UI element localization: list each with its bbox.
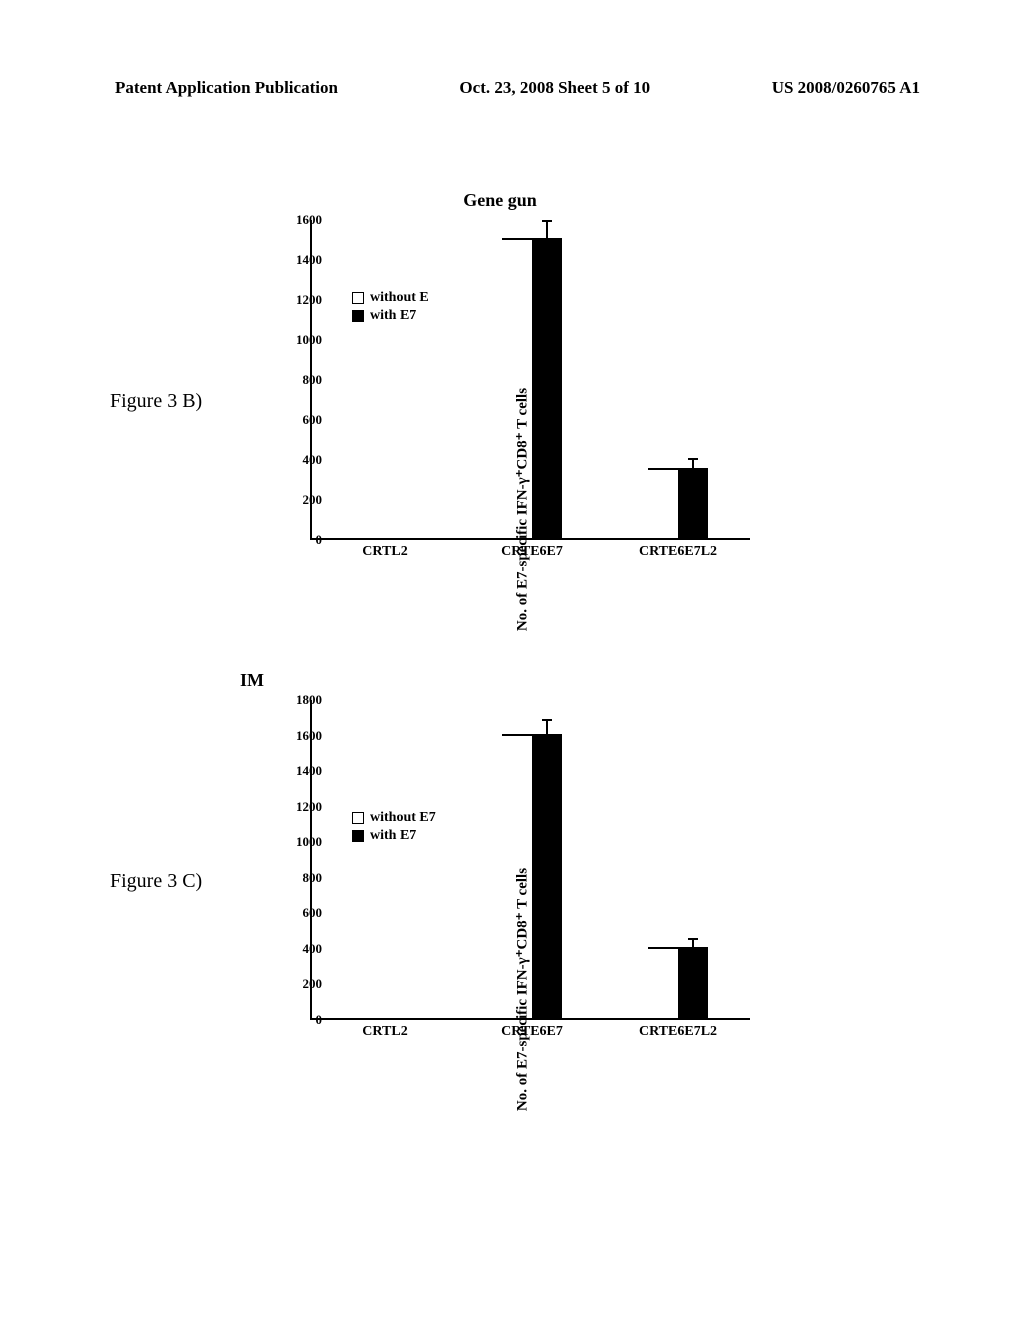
legend-3c: without E7 with E7	[352, 810, 436, 846]
bar-group-crte6e7l2	[648, 468, 708, 538]
plot-area-3c: without E7 with E7	[310, 700, 750, 1020]
xtick-crte6e7l2: CRTE6E7L2	[639, 544, 717, 560]
header-right: US 2008/0260765 A1	[772, 78, 920, 98]
bar-c-crte6e7-without	[502, 734, 532, 736]
bar-c-crte6e7l2-with	[678, 947, 708, 1018]
bar-crte6e7l2-without	[648, 468, 678, 470]
bar-group-crte6e7	[502, 238, 562, 538]
plot-area-3b: without E with E7	[310, 220, 750, 540]
error-cap-crte6e7	[542, 220, 552, 222]
chart-3b-title: Gene gun	[230, 190, 770, 211]
bar-group-c-crte6e7	[502, 734, 562, 1018]
legend-label-without: without E	[370, 290, 429, 306]
figure-3b: Figure 3 B) Gene gun No. of E7-specific …	[110, 190, 910, 590]
error-c-crte6e7l2	[692, 940, 694, 947]
error-cap-c-crte6e7l2	[688, 938, 698, 940]
bar-crte6e7-without	[502, 238, 532, 240]
header-left: Patent Application Publication	[115, 78, 338, 98]
legend-item-c-with: with E7	[352, 828, 436, 844]
bar-crte6e7l2-with	[678, 468, 708, 538]
bar-crte6e7-with	[532, 238, 562, 538]
error-crte6e7l2	[692, 460, 694, 468]
legend-label-c-without: without E7	[370, 810, 436, 826]
bar-c-crte6e7-with	[532, 734, 562, 1018]
chart-3b: Gene gun No. of E7-specific IFN-γ⁺CD8⁺ T…	[230, 190, 770, 590]
xtick-crtl2: CRTL2	[362, 544, 407, 560]
error-crte6e7	[546, 222, 548, 238]
legend-3b: without E with E7	[352, 290, 429, 326]
chart-3c-title: IM	[230, 670, 770, 691]
error-cap-c-crte6e7	[542, 719, 552, 721]
figure-3c: Figure 3 C) IM No. of E7-specific IFN-γ⁺…	[110, 670, 910, 1070]
xtick-c-crte6e7l2: CRTE6E7L2	[639, 1024, 717, 1040]
xtick-c-crtl2: CRTL2	[362, 1024, 407, 1040]
legend-swatch-white	[352, 292, 364, 304]
legend-label-with: with E7	[370, 308, 416, 324]
figure-3b-label: Figure 3 B)	[110, 190, 230, 413]
legend-label-c-with: with E7	[370, 828, 416, 844]
error-c-crte6e7	[546, 721, 548, 733]
xtick-crte6e7: CRTE6E7	[501, 544, 563, 560]
content-area: Figure 3 B) Gene gun No. of E7-specific …	[110, 190, 910, 1150]
header-center: Oct. 23, 2008 Sheet 5 of 10	[459, 78, 650, 98]
error-cap-crte6e7l2	[688, 458, 698, 460]
bar-group-c-crte6e7l2	[648, 947, 708, 1018]
xtick-c-crte6e7: CRTE6E7	[501, 1024, 563, 1040]
chart-3c: IM No. of E7-specific IFN-γ⁺CD8⁺ T cells…	[230, 670, 770, 1070]
legend-swatch-black	[352, 310, 364, 322]
legend-swatch-c-white	[352, 812, 364, 824]
bar-c-crte6e7l2-without	[648, 947, 678, 949]
figure-3c-label: Figure 3 C)	[110, 670, 230, 893]
legend-item-with: with E7	[352, 308, 429, 324]
legend-item-without: without E	[352, 290, 429, 306]
legend-swatch-c-black	[352, 830, 364, 842]
legend-item-c-without: without E7	[352, 810, 436, 826]
page-header: Patent Application Publication Oct. 23, …	[0, 78, 1024, 98]
